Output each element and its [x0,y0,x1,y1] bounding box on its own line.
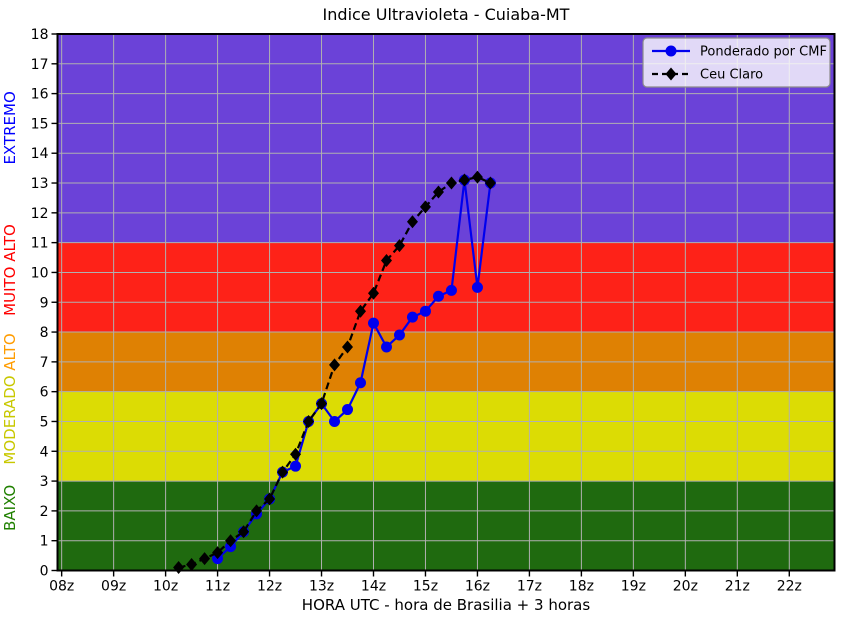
y-tick-label: 12 [31,206,49,222]
band-moderado [57,391,835,482]
data-point-ceu-claro [316,397,328,411]
y-tick-label: 13 [31,176,49,192]
data-point-ponderado-por-cmf [367,317,379,329]
band-label-extremo: EXTREMO [1,91,19,164]
x-tick-label: 09z [101,579,126,595]
data-point-ponderado-por-cmf [432,290,444,302]
y-tick-label: 3 [40,474,49,490]
y-tick-label: 5 [40,414,49,430]
data-point-ponderado-por-cmf [329,415,341,427]
data-point-ceu-claro [432,185,444,199]
x-tick-label: 15z [413,579,438,595]
x-tick-label: 16z [465,579,490,595]
band-label-baixo: BAIXO [1,485,19,531]
data-point-ponderado-por-cmf [471,281,483,293]
data-point-ceu-claro [406,215,418,229]
data-point-ceu-claro [445,176,457,190]
data-point-ceu-claro [290,447,302,461]
y-tick-label: 16 [31,87,49,103]
x-tick-label: 22z [777,579,802,595]
x-tick-label: 12z [257,579,282,595]
x-tick-label: 21z [725,579,750,595]
data-point-ponderado-por-cmf [355,377,367,389]
legend-sample-marker [665,45,677,57]
y-tick-label: 8 [40,325,49,341]
y-tick-label: 9 [40,295,49,311]
y-tick-label: 6 [40,385,49,401]
data-point-ceu-claro [277,465,289,479]
data-point-ceu-claro [393,239,405,253]
data-point-ceu-claro [238,525,250,539]
data-point-ponderado-por-cmf [342,404,354,416]
x-tick-label: 19z [621,579,646,595]
data-point-ceu-claro [355,304,367,318]
y-tick-label: 18 [31,27,49,43]
chart-title: Indice Ultravioleta - Cuiaba-MT [322,5,570,24]
x-tick-label: 13z [309,579,334,595]
data-point-ceu-claro [419,200,431,214]
y-tick-label: 0 [40,564,49,580]
x-tick-label: 11z [205,579,230,595]
y-tick-label: 14 [31,146,49,162]
data-point-ceu-claro [380,254,392,268]
data-point-ponderado-por-cmf [419,305,431,317]
y-tick-label: 11 [31,236,49,252]
data-point-ceu-claro [484,176,496,190]
data-point-ponderado-por-cmf [406,311,418,323]
x-tick-label: 20z [673,579,698,595]
series-line-ponderado-por-cmf [216,179,492,560]
band-label-alto: ALTO [1,333,19,371]
x-tick-label: 14z [361,579,386,595]
legend-label-ceu-claro: Ceu Claro [700,68,763,83]
y-tick-label: 7 [40,355,49,371]
y-tick-label: 4 [40,444,49,460]
x-tick-label: 08z [49,579,74,595]
band-label-moderado: MODERADO [1,375,19,464]
data-point-ceu-claro [212,546,224,560]
data-point-ceu-claro [342,340,354,354]
plot-border [56,33,836,572]
data-point-ceu-claro [186,558,198,572]
y-tick-label: 10 [31,265,49,281]
data-point-ponderado-por-cmf [393,329,405,341]
data-point-ceu-claro [264,492,276,506]
data-point-ceu-claro [329,358,341,372]
data-point-ponderado-por-cmf [445,284,457,296]
data-point-ceu-claro [458,173,470,187]
data-point-ponderado-por-cmf [380,341,392,353]
data-point-ceu-claro [303,414,315,428]
legend-sample-marker [665,67,677,81]
data-point-ceu-claro [251,504,263,518]
band-label-muito-alto: MUITO ALTO [1,224,19,316]
legend-label-ponderado-por-cmf: Ponderado por CMF [700,45,827,60]
y-tick-label: 1 [40,534,49,550]
y-tick-label: 17 [31,57,49,73]
x-tick-label: 17z [517,579,542,595]
x-axis-title: HORA UTC - hora de Brasilia + 3 horas [301,596,591,614]
band-baixo [57,481,835,571]
data-point-ponderado-por-cmf [290,460,302,472]
x-tick-label: 18z [569,579,594,595]
band-muito-alto [57,242,835,333]
data-point-ceu-claro [225,534,237,548]
x-tick-label: 10z [153,579,178,595]
data-point-ceu-claro [471,170,483,184]
y-tick-label: 2 [40,504,49,520]
data-point-ceu-claro [367,286,379,300]
data-point-ceu-claro [199,552,211,566]
y-tick-label: 15 [31,116,49,132]
